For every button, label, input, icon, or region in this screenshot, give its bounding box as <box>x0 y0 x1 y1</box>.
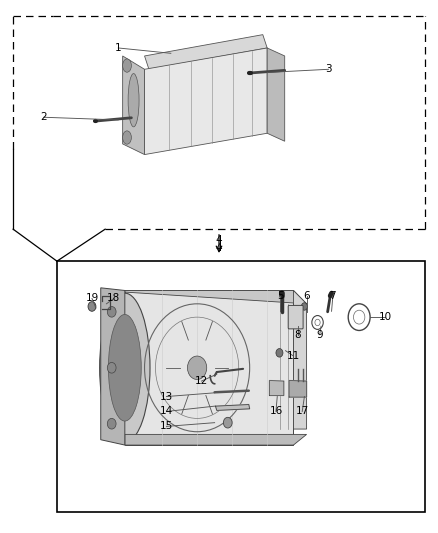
Text: 8: 8 <box>294 330 301 340</box>
Ellipse shape <box>123 59 131 72</box>
Text: 3: 3 <box>325 64 332 74</box>
Bar <box>57 261 425 512</box>
Circle shape <box>276 349 283 357</box>
Ellipse shape <box>128 74 139 127</box>
Text: 19: 19 <box>85 294 99 303</box>
Circle shape <box>107 306 116 317</box>
Circle shape <box>348 304 370 330</box>
Circle shape <box>187 356 207 379</box>
Polygon shape <box>125 290 293 445</box>
Polygon shape <box>123 56 145 155</box>
Text: 4: 4 <box>215 243 223 253</box>
Circle shape <box>301 303 307 310</box>
Text: 12: 12 <box>195 376 208 386</box>
Polygon shape <box>293 290 307 429</box>
Text: 15: 15 <box>160 422 173 431</box>
Text: 1: 1 <box>115 43 122 53</box>
Text: 9: 9 <box>316 330 323 340</box>
Text: 17: 17 <box>296 407 309 416</box>
Text: 13: 13 <box>160 392 173 401</box>
Polygon shape <box>145 48 267 155</box>
Circle shape <box>88 302 96 311</box>
Polygon shape <box>289 381 307 397</box>
Text: 14: 14 <box>160 407 173 416</box>
Text: 5: 5 <box>277 291 284 301</box>
FancyBboxPatch shape <box>288 305 303 329</box>
Polygon shape <box>215 405 250 410</box>
Text: 10: 10 <box>379 312 392 322</box>
Circle shape <box>312 316 323 329</box>
Circle shape <box>353 310 365 324</box>
Text: 16: 16 <box>269 407 283 416</box>
Text: 6: 6 <box>303 291 310 301</box>
Polygon shape <box>125 434 307 445</box>
Text: 2: 2 <box>40 112 47 122</box>
Ellipse shape <box>108 314 141 421</box>
Circle shape <box>107 418 116 429</box>
Polygon shape <box>145 35 267 69</box>
Circle shape <box>223 417 232 428</box>
Text: 4: 4 <box>215 235 223 245</box>
Ellipse shape <box>99 293 150 442</box>
Text: 18: 18 <box>107 294 120 303</box>
Polygon shape <box>269 381 284 395</box>
Ellipse shape <box>123 131 131 144</box>
Polygon shape <box>125 290 307 304</box>
Text: 11: 11 <box>287 351 300 361</box>
Text: 7: 7 <box>329 291 336 301</box>
Circle shape <box>315 319 320 326</box>
Polygon shape <box>101 288 125 445</box>
Polygon shape <box>267 48 285 141</box>
Circle shape <box>107 362 116 373</box>
